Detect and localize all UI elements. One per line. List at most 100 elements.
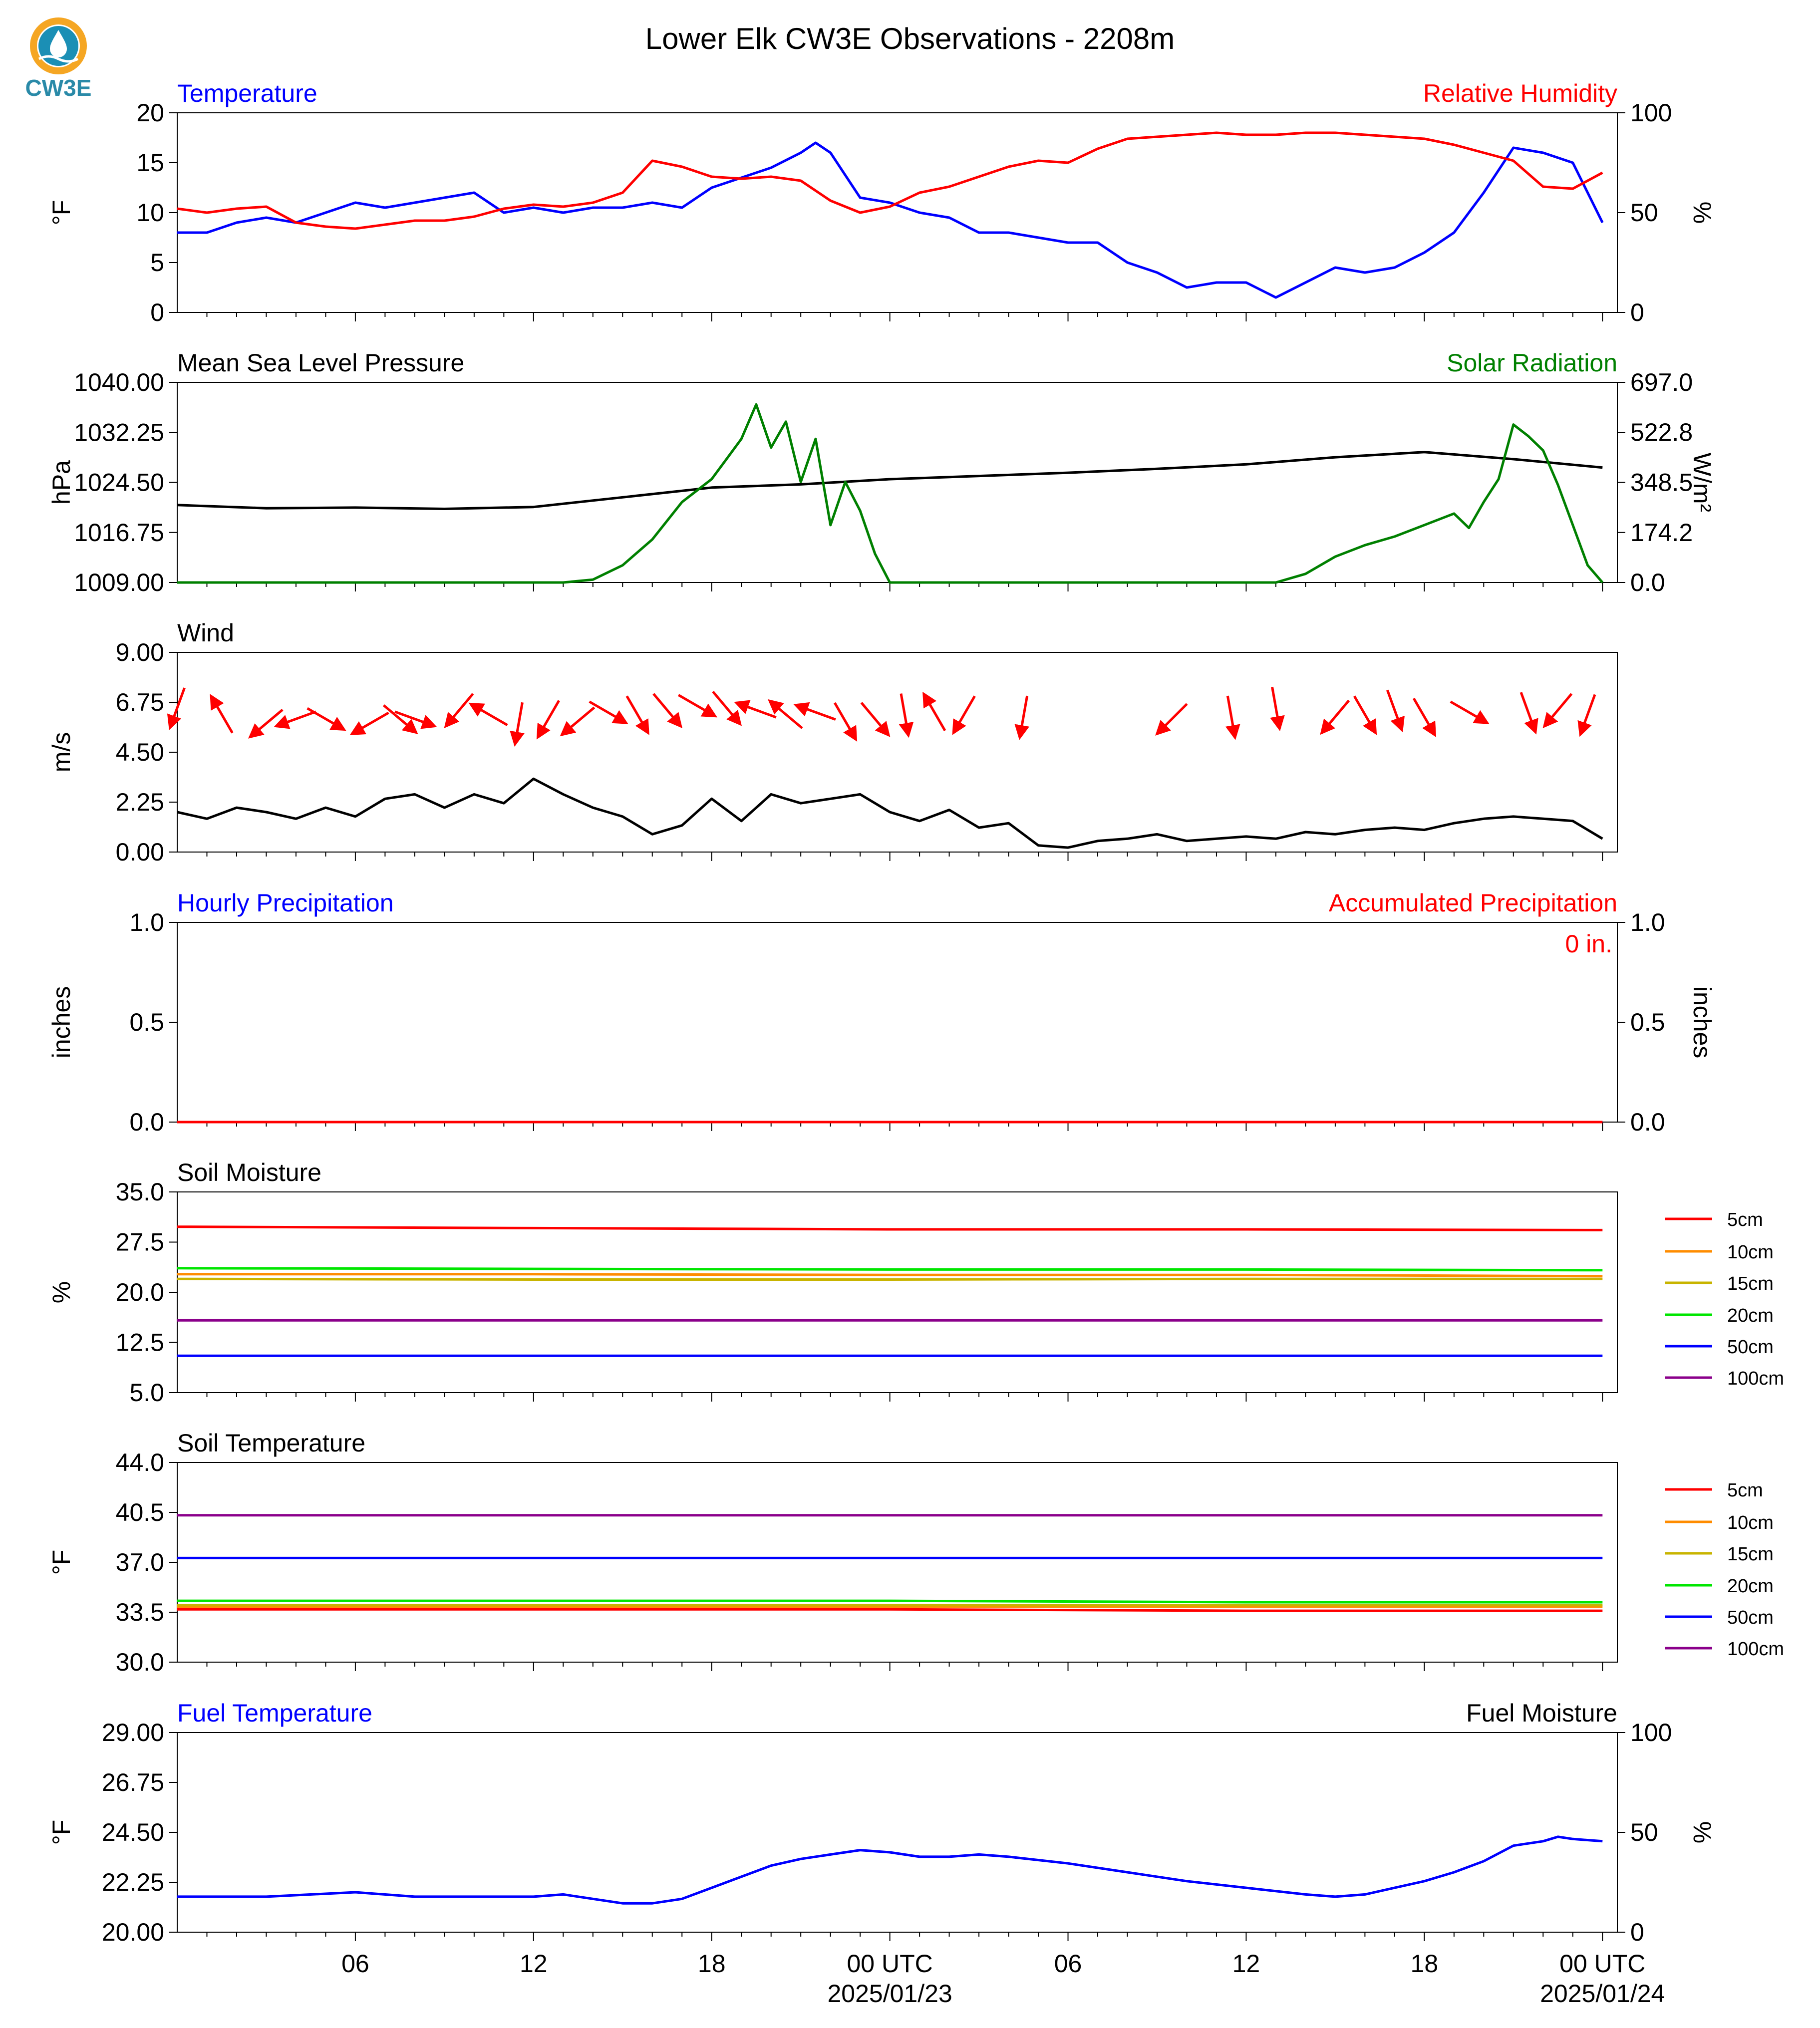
panel-title-left: Wind <box>177 619 234 647</box>
plot-frame <box>177 922 1618 1123</box>
y-right-tick-label: 522.8 <box>1630 418 1693 446</box>
y-tick-label: 0.5 <box>129 1008 164 1036</box>
y-right-tick-label: 0 <box>1630 1918 1644 1946</box>
series-line-5cm <box>177 1225 1603 1231</box>
y-tick-label: 9.00 <box>116 638 164 666</box>
y-right-tick-label: 0.0 <box>1630 569 1665 596</box>
wind-arrow <box>1542 693 1573 728</box>
panel-5: 5.0 12.5 20.0 27.5 35.0% Soil Moisture 5cm 10cm… <box>47 1159 1784 1407</box>
series-line-20cm <box>177 1267 1603 1272</box>
legend-label: 50cm <box>1727 1607 1774 1628</box>
legend-label: 5cm <box>1727 1209 1763 1230</box>
y-right-tick-label: 174.2 <box>1630 519 1693 547</box>
wind-arrow <box>560 706 596 737</box>
wind-arrow <box>768 699 803 729</box>
wind-arrow <box>1577 694 1596 737</box>
x-tick-label: 18 <box>698 1950 726 1978</box>
accumulated-total-label: 0 in. <box>1565 930 1612 958</box>
y-tick-label: 20 <box>136 99 164 127</box>
y-tick-label: 0.0 <box>129 1108 164 1136</box>
series-line-5cm <box>177 1608 1603 1612</box>
series-line-20cm <box>177 1599 1603 1604</box>
x-tick-label: 12 <box>520 1950 548 1978</box>
y-tick-label: 1.0 <box>129 908 164 936</box>
wind-arrow <box>1386 689 1405 733</box>
legend-label: 50cm <box>1727 1337 1774 1358</box>
wind-arrow <box>1155 703 1188 736</box>
y-tick-label: 10 <box>136 199 164 227</box>
wind-arrow <box>1225 695 1240 740</box>
wind-arrow <box>306 707 346 731</box>
plot-frame <box>177 652 1618 853</box>
panel-title-left: Soil Temperature <box>177 1429 365 1457</box>
wind-arrow <box>349 711 389 735</box>
wind-arrow <box>1320 699 1350 735</box>
series-line-mean-sea-level-pressure <box>177 451 1603 510</box>
y-right-tick-label: 100 <box>1630 99 1672 127</box>
y-tick-label: 44.0 <box>116 1449 164 1476</box>
wind-arrow <box>712 690 742 726</box>
y-right-tick-label: 50 <box>1630 1818 1658 1846</box>
panel-2: 1009.00 1016.75 1024.50 1032.25 1040.00 0.0 17… <box>47 349 1716 596</box>
x-tick-label: 12 <box>1232 1950 1260 1978</box>
wind-arrow <box>510 702 525 747</box>
x-date-label: 2025/01/23 <box>828 1980 952 2008</box>
wind-arrow <box>793 702 836 721</box>
y-right-tick-label: 50 <box>1630 199 1658 227</box>
x-tick-label: 06 <box>1054 1950 1082 1978</box>
y-tick-label: 33.5 <box>116 1598 164 1626</box>
wind-arrow <box>468 702 508 726</box>
x-tick-label: 06 <box>341 1950 369 1978</box>
wind-arrow <box>899 693 914 738</box>
legend-label: 10cm <box>1727 1242 1774 1263</box>
x-tick-label: 00 UTC <box>847 1950 932 1978</box>
wind-arrow <box>1519 692 1538 735</box>
panel-6: 30.0 33.5 37.0 40.5 44.0 °F Soil Temperature 5c… <box>47 1429 1784 1676</box>
logo-wave-icon <box>38 55 79 63</box>
y-right-axis-label: % <box>1688 1821 1716 1843</box>
y-tick-label: 22.25 <box>102 1868 164 1896</box>
legend-label: 100cm <box>1727 1639 1784 1660</box>
legend-label: 20cm <box>1727 1305 1774 1326</box>
y-tick-label: 12.5 <box>116 1329 164 1357</box>
y-right-tick-label: 697.0 <box>1630 368 1693 396</box>
series-line-wind-speed <box>177 777 1603 849</box>
y-tick-label: 26.75 <box>102 1768 164 1796</box>
panel-title-left: Hourly Precipitation <box>177 889 394 917</box>
page-title: Lower Elk CW3E Observations - 2208m <box>645 22 1175 55</box>
y-tick-label: 35.0 <box>116 1178 164 1206</box>
y-right-tick-label: 100 <box>1630 1719 1672 1746</box>
logo-text: CW3E <box>25 75 92 101</box>
y-tick-label: 30.0 <box>116 1648 164 1676</box>
wind-arrow <box>952 695 976 735</box>
wind-arrow <box>589 700 628 724</box>
plot-frame <box>177 382 1618 583</box>
series-line-relative-humidity <box>177 131 1603 230</box>
panel-title-right: Fuel Moisture <box>1466 1699 1617 1727</box>
y-axis-label: °F <box>47 200 75 226</box>
plot-frame <box>177 1732 1618 1933</box>
wind-arrow <box>1450 700 1490 724</box>
y-tick-label: 24.50 <box>102 1818 164 1846</box>
wind-arrow <box>444 693 474 728</box>
panel-title-right: Accumulated Precipitation <box>1329 889 1617 917</box>
wind-arrow <box>274 710 316 729</box>
panel-title-left: Soil Moisture <box>177 1159 321 1186</box>
y-tick-label: 0.00 <box>116 838 164 866</box>
y-axis-label: °F <box>47 1550 75 1575</box>
wind-arrow <box>1412 697 1437 738</box>
panel-title-right: Relative Humidity <box>1423 79 1617 107</box>
wind-arrow <box>394 710 437 729</box>
panel-title-right: Solar Radiation <box>1447 349 1617 377</box>
y-right-tick-label: 0.0 <box>1630 1108 1665 1136</box>
y-right-axis-label: % <box>1688 202 1716 224</box>
wind-arrow <box>677 694 718 718</box>
y-right-axis-label: inches <box>1688 986 1716 1059</box>
y-tick-label: 5.0 <box>129 1379 164 1407</box>
legend-label: 15cm <box>1727 1544 1774 1565</box>
panel-title-left: Temperature <box>177 79 317 107</box>
wind-arrow <box>210 694 234 734</box>
wind-arrow <box>652 693 683 728</box>
logo-ring <box>30 17 87 74</box>
